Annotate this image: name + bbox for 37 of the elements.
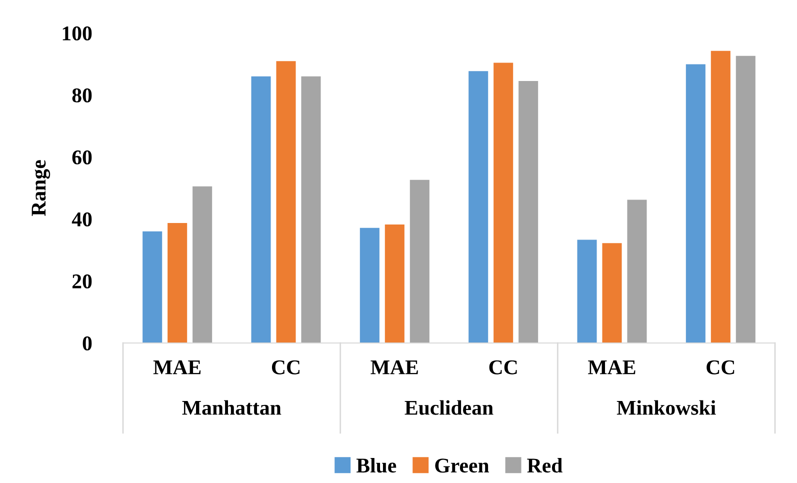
y-tick-label: 20 xyxy=(72,274,92,288)
text: Manhattan xyxy=(182,400,282,415)
bar xyxy=(141,230,164,343)
bar xyxy=(191,185,214,343)
y-tick-label: 40 xyxy=(72,212,92,226)
bar xyxy=(517,80,540,343)
bar xyxy=(408,178,431,343)
text: Minkowski xyxy=(616,400,716,415)
x-tick-label: CC xyxy=(706,360,734,374)
legend-label: Green xyxy=(435,458,490,473)
bar xyxy=(166,222,188,343)
bar xyxy=(384,223,406,343)
y-axis-title: Range xyxy=(32,160,50,216)
x-tick-label: CC xyxy=(272,360,300,374)
x-tick-label: MAE xyxy=(370,360,418,374)
bar xyxy=(275,60,297,343)
bar xyxy=(734,54,757,343)
bar xyxy=(710,50,732,343)
x-tick-label: MAE xyxy=(153,360,201,374)
y-tick-label: 100 xyxy=(62,26,92,40)
bar xyxy=(492,62,514,343)
x-tick-label: MAE xyxy=(588,360,636,374)
text: Euclidean xyxy=(404,400,494,415)
bar xyxy=(300,75,322,343)
bar xyxy=(601,242,623,343)
x-tick-label: CC xyxy=(489,360,517,374)
bar xyxy=(684,63,707,343)
y-tick-label: 60 xyxy=(72,150,92,164)
bar xyxy=(358,226,381,343)
bar xyxy=(467,70,490,343)
bar xyxy=(576,238,598,343)
y-tick-label: 80 xyxy=(72,88,92,102)
bar xyxy=(626,198,648,343)
y-tick-label: 0 xyxy=(82,336,92,350)
legend-label: Red xyxy=(527,458,562,473)
legend-label: Blue xyxy=(356,458,396,473)
bar xyxy=(250,75,272,343)
